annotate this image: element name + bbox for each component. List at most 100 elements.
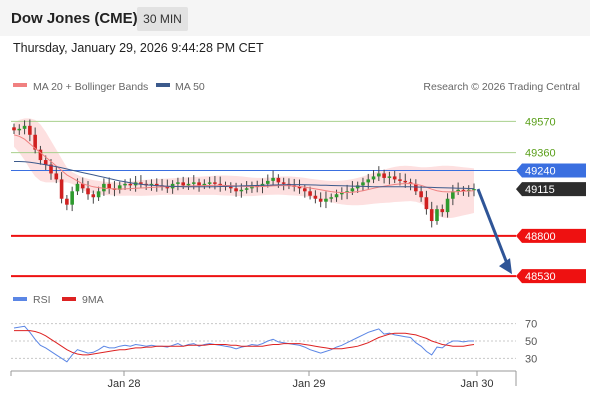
candle-body bbox=[75, 183, 80, 192]
candle-body bbox=[65, 198, 69, 205]
level-tag-48800 bbox=[516, 228, 586, 243]
candle-body bbox=[54, 173, 59, 180]
rsi-legend-swatch bbox=[13, 297, 27, 301]
candle-body bbox=[297, 186, 302, 189]
candle-body bbox=[213, 182, 217, 184]
rsi-series-9ma bbox=[14, 330, 475, 356]
candle-body bbox=[102, 183, 106, 192]
candle-body bbox=[276, 177, 281, 183]
candle-body bbox=[218, 183, 223, 186]
candle-body bbox=[361, 182, 365, 186]
rsi-legend-label: RSI bbox=[33, 294, 51, 306]
header-bar: Dow Jones (CME) 30 MIN bbox=[0, 0, 590, 36]
candle-body bbox=[472, 189, 476, 191]
candle-body bbox=[281, 182, 286, 184]
timestamp: Thursday, January 29, 2026 9:44:28 PM CE… bbox=[13, 41, 264, 55]
candle-body bbox=[228, 186, 233, 189]
candle-body bbox=[403, 180, 408, 183]
candle-body bbox=[329, 197, 334, 199]
page-title: Dow Jones (CME) bbox=[11, 10, 138, 27]
candle-body bbox=[398, 179, 402, 181]
candle-body bbox=[22, 125, 27, 129]
bollinger-legend-swatch bbox=[13, 83, 27, 87]
bollinger-legend-label: MA 20 + Bollinger Bands bbox=[33, 81, 148, 93]
candle-body bbox=[382, 173, 386, 178]
candle-body bbox=[334, 194, 339, 198]
candle-body bbox=[451, 191, 455, 199]
candle-body bbox=[28, 125, 32, 135]
candle-body bbox=[318, 198, 323, 202]
credit-text: Research © 2026 Trading Central bbox=[423, 81, 580, 93]
bollinger-band-area bbox=[14, 118, 474, 219]
candle-body bbox=[70, 191, 74, 205]
ma50-legend-label: MA 50 bbox=[175, 81, 205, 93]
x-tick-label: Jan 30 bbox=[460, 378, 493, 390]
x-tick-label: Jan 29 bbox=[292, 378, 325, 390]
candle-body bbox=[59, 179, 64, 199]
level-label-49360: 49360 bbox=[525, 148, 556, 160]
candle-body bbox=[271, 177, 275, 181]
candle-body bbox=[107, 183, 111, 189]
candle-body bbox=[17, 128, 22, 131]
candle-body bbox=[324, 198, 328, 202]
candle-body bbox=[202, 183, 207, 186]
candle-body bbox=[165, 186, 170, 189]
rsi-tick-30: 30 bbox=[525, 353, 537, 365]
level-label-49240: 49240 bbox=[525, 165, 556, 177]
candle-body bbox=[176, 182, 180, 184]
forecast-arrow bbox=[476, 188, 510, 267]
candle-body bbox=[255, 185, 260, 187]
candle-body bbox=[191, 182, 196, 184]
candle-body bbox=[234, 188, 238, 192]
rsi-panel: 70 50 30 bbox=[11, 319, 537, 365]
candle-body bbox=[96, 191, 101, 198]
candle-body bbox=[435, 209, 439, 222]
candle-body bbox=[91, 194, 96, 198]
candle-body bbox=[355, 185, 360, 189]
forecast-arrowhead bbox=[499, 258, 512, 275]
candle-body bbox=[387, 176, 392, 178]
level-label-48800: 48800 bbox=[525, 231, 556, 243]
candle-body bbox=[207, 182, 212, 184]
candle-body bbox=[414, 183, 418, 192]
candle-body bbox=[139, 182, 143, 184]
level-tag-49115 bbox=[516, 182, 586, 197]
candle-body bbox=[49, 164, 53, 174]
candle-body bbox=[461, 189, 466, 192]
candle-body bbox=[340, 192, 344, 195]
candle-body bbox=[128, 183, 133, 186]
rsi-series-rsi bbox=[13, 325, 474, 363]
candle-body bbox=[445, 198, 450, 213]
candle-body bbox=[12, 127, 16, 131]
timeframe-button[interactable]: 30 MIN bbox=[137, 7, 188, 31]
candle-body bbox=[424, 197, 429, 210]
candle-body bbox=[429, 209, 434, 222]
level-label-49115: 49115 bbox=[525, 184, 555, 196]
candle-body bbox=[265, 180, 270, 184]
ma50-legend-swatch bbox=[156, 83, 170, 87]
ma9-legend-swatch bbox=[62, 297, 76, 301]
candle-body bbox=[303, 188, 307, 192]
candle-body bbox=[456, 189, 460, 192]
rsi-tick-50: 50 bbox=[525, 336, 537, 348]
candle-body bbox=[86, 188, 90, 195]
candle-body bbox=[313, 195, 318, 199]
candle-body bbox=[33, 134, 37, 150]
ma50-line bbox=[14, 161, 475, 190]
candle-body bbox=[181, 182, 185, 186]
candle-body bbox=[440, 209, 445, 213]
candle-body bbox=[419, 191, 423, 198]
level-label-48530: 48530 bbox=[525, 271, 556, 283]
x-axis: Jan 28 Jan 29 Jan 30 bbox=[107, 371, 494, 390]
candle-body bbox=[308, 191, 312, 196]
rsi-tick-70: 70 bbox=[525, 319, 537, 331]
candle-body bbox=[43, 160, 48, 165]
candle-body bbox=[392, 176, 397, 180]
candle-body bbox=[38, 149, 43, 161]
candle-body bbox=[123, 183, 127, 186]
candle-body bbox=[186, 183, 191, 186]
candle-body bbox=[350, 188, 355, 192]
candle-body bbox=[239, 189, 244, 192]
candle-body bbox=[366, 179, 371, 183]
